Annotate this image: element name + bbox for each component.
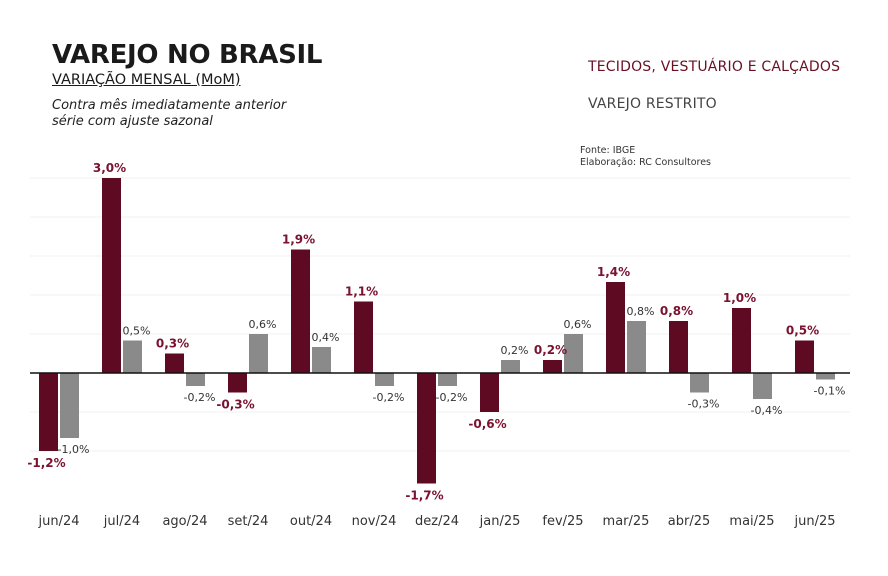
data-label-series-2: -0,3% xyxy=(688,398,720,411)
data-label-series-1: 1,1% xyxy=(345,285,378,299)
bar-series-1 xyxy=(354,301,373,373)
bar-series-2 xyxy=(627,321,646,373)
bar-series-1 xyxy=(543,360,562,373)
chart-note: Contra mês imediatamente anterior série … xyxy=(52,98,286,130)
data-label-series-2: 0,8% xyxy=(627,305,655,318)
bar-series-1 xyxy=(417,373,436,484)
data-label-series-1: 0,2% xyxy=(534,343,567,357)
bar-series-2 xyxy=(753,373,772,399)
data-label-series-1: 1,0% xyxy=(723,291,756,305)
x-tick-label: jan/25 xyxy=(479,514,521,529)
bar-series-1 xyxy=(480,373,499,412)
chart-subtitle: VARIAÇÃO MENSAL (MoM) xyxy=(52,72,241,88)
bar-series-2 xyxy=(375,373,394,386)
source-note: Fonte: IBGE Elaboração: RC Consultores xyxy=(580,145,711,169)
x-tick-label: ago/24 xyxy=(162,514,207,529)
bar-series-1 xyxy=(228,373,247,393)
bar-series-2 xyxy=(438,373,457,386)
data-label-series-2: 0,4% xyxy=(312,331,340,344)
bar-series-2 xyxy=(816,373,835,380)
legend-series-2: VAREJO RESTRITO xyxy=(588,96,717,112)
x-tick-label: fev/25 xyxy=(542,514,583,529)
x-tick-label: mar/25 xyxy=(603,514,650,529)
bar-series-1 xyxy=(795,340,814,373)
data-label-series-1: -0,3% xyxy=(216,398,254,412)
x-tick-label: out/24 xyxy=(290,514,332,529)
bar-series-2 xyxy=(690,373,709,393)
bar-series-2 xyxy=(564,334,583,373)
x-tick-label: jul/24 xyxy=(103,514,140,529)
bar-series-2 xyxy=(501,360,520,373)
bar-series-1 xyxy=(102,178,121,373)
data-label-series-2: 0,2% xyxy=(501,344,529,357)
bar-series-1 xyxy=(669,321,688,373)
data-label-series-2: 0,5% xyxy=(123,325,151,338)
data-label-series-1: 1,9% xyxy=(282,233,315,247)
bar-series-1 xyxy=(732,308,751,373)
legend-series-1: TECIDOS, VESTUÁRIO E CALÇADOS xyxy=(588,59,841,75)
x-tick-label: abr/25 xyxy=(668,514,711,529)
data-label-series-2: 0,6% xyxy=(249,318,277,331)
data-label-series-2: -0,2% xyxy=(373,391,405,404)
bar-series-1 xyxy=(606,282,625,373)
bar-series-2 xyxy=(123,340,142,373)
source-line-2: Elaboração: RC Consultores xyxy=(580,157,711,168)
x-tick-label: dez/24 xyxy=(415,514,459,529)
data-label-series-2: -0,4% xyxy=(751,404,783,417)
bar-series-2 xyxy=(186,373,205,386)
data-label-series-1: 0,5% xyxy=(786,324,819,338)
data-label-series-2: -1,0% xyxy=(58,443,90,456)
bar-series-2 xyxy=(60,373,79,438)
data-label-series-1: -0,6% xyxy=(468,417,506,431)
data-label-series-1: 3,0% xyxy=(93,161,126,175)
data-label-series-1: 0,8% xyxy=(660,304,693,318)
x-tick-label: nov/24 xyxy=(352,514,397,529)
data-label-series-1: -1,2% xyxy=(27,456,65,470)
bar-series-1 xyxy=(291,249,310,373)
bar-series-2 xyxy=(249,334,268,373)
x-tick-label: jun/24 xyxy=(37,514,79,529)
bar-series-1 xyxy=(165,353,184,373)
data-label-series-1: -1,7% xyxy=(405,489,443,503)
x-tick-label: jun/25 xyxy=(793,514,835,529)
data-label-series-1: 0,3% xyxy=(156,337,189,351)
note-line-2: série com ajuste sazonal xyxy=(52,114,213,129)
source-line-1: Fonte: IBGE xyxy=(580,145,636,156)
data-label-series-2: -0,1% xyxy=(814,385,846,398)
bar-series-1 xyxy=(39,373,58,451)
chart-title: VAREJO NO BRASIL xyxy=(52,40,323,70)
data-label-series-2: -0,2% xyxy=(184,391,216,404)
note-line-1: Contra mês imediatamente anterior xyxy=(52,98,287,113)
x-tick-label: set/24 xyxy=(228,514,269,529)
data-label-series-2: -0,2% xyxy=(436,391,468,404)
data-label-series-2: 0,6% xyxy=(564,318,592,331)
bar-series-2 xyxy=(312,347,331,373)
data-label-series-1: 1,4% xyxy=(597,265,630,279)
x-tick-label: mai/25 xyxy=(729,514,774,529)
